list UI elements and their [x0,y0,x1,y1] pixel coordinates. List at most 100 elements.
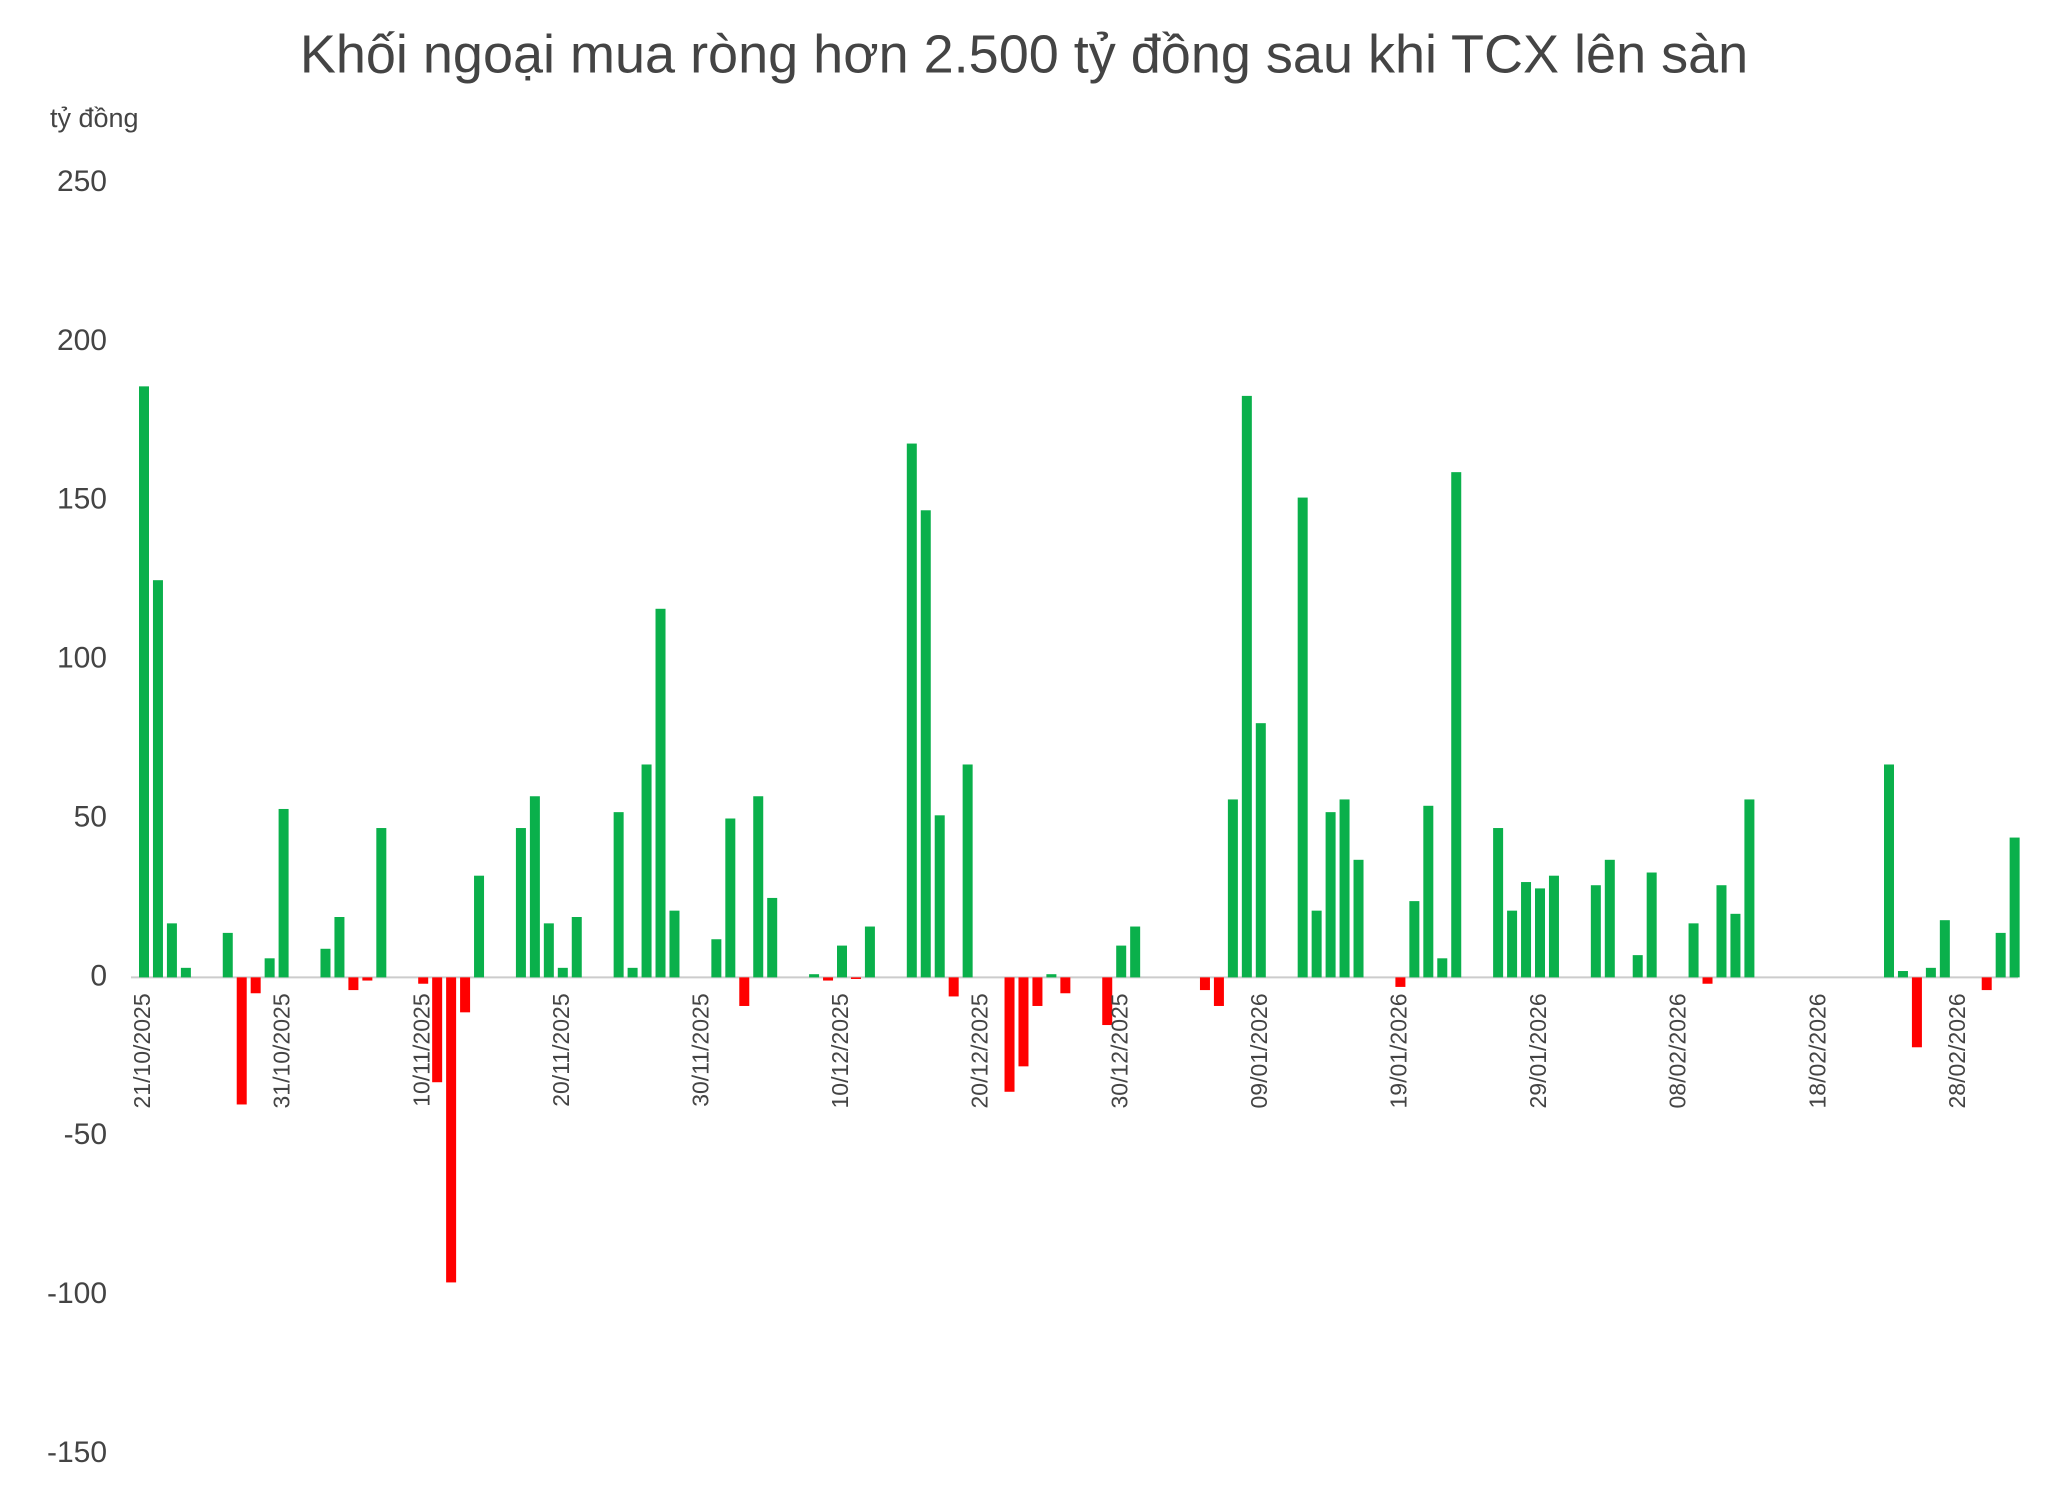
bar [1018,977,1029,1067]
bar [1925,967,1936,978]
bar [850,977,861,979]
bar [1311,910,1322,978]
chart-title: Khối ngoại mua ròng hơn 2.500 tỷ đồng sa… [300,24,1748,84]
x-tick-label: 18/02/2026 [1804,993,1830,1108]
bar [725,818,736,978]
bar [1911,977,1922,1048]
x-tick-label: 28/02/2026 [1944,993,1970,1108]
bar [1995,932,2006,978]
bar [1702,977,1713,984]
bar [1437,958,1448,978]
bar [1116,945,1127,978]
bar [641,764,652,978]
bar [278,808,289,978]
y-tick-label: -100 [47,1277,107,1310]
x-tick-label: 08/02/2026 [1665,993,1691,1108]
bar [767,897,778,978]
bar [655,608,666,978]
bar [1409,901,1420,978]
bar [348,977,359,991]
bar [1297,497,1308,978]
bar [920,510,931,978]
bar [934,815,945,978]
bar [1897,971,1908,978]
bar [1199,977,1210,991]
bar [627,967,638,978]
x-tick-label: 21/10/2025 [129,993,155,1108]
bar [1590,885,1601,978]
bar [1744,799,1755,978]
bar [1493,828,1504,978]
bar [1241,395,1252,978]
y-tick-label: 250 [57,165,107,198]
bar [1004,977,1015,1092]
bar [1688,923,1699,978]
bar [1716,885,1727,978]
y-tick-label: 50 [74,800,107,833]
y-tick-label: 200 [57,324,107,357]
bar [864,926,875,978]
bar [334,917,345,978]
y-tick-label: -150 [47,1436,107,1469]
bar [711,939,722,978]
bar [264,958,275,978]
y-tick-label: -50 [64,1118,107,1151]
bar [557,967,568,978]
bar [1339,799,1350,978]
bar [474,875,485,978]
bar [1060,977,1071,994]
bar [613,812,624,978]
bar [1507,910,1518,978]
bar [809,974,820,978]
bar [362,977,373,981]
bar [2009,837,2020,978]
bar [1255,723,1266,978]
bar [432,977,443,1083]
bar [529,796,540,978]
bar [1227,799,1238,978]
bar [1395,977,1406,987]
bar [837,945,847,978]
bar [1604,859,1615,978]
x-tick-label: 31/10/2025 [269,993,295,1108]
y-axis-label: tỷ đồng [50,103,139,133]
bar [571,917,582,978]
bar [1548,875,1559,978]
y-tick-label: 150 [57,483,107,516]
bar [543,923,554,978]
bar [753,796,764,978]
bar [1451,472,1462,978]
bar [1102,977,1113,1026]
y-tick-label: 0 [90,959,107,992]
bar [962,764,973,978]
bar [460,977,471,1013]
bar [1353,859,1364,978]
x-tick-label: 19/01/2026 [1385,993,1411,1108]
bar [1325,812,1336,978]
bar [166,923,177,978]
bar [1646,872,1657,978]
bar [418,977,429,984]
bar [1423,805,1434,978]
bar [1032,977,1043,1006]
bar [1046,974,1057,978]
bar [669,910,680,978]
bar [236,977,247,1105]
bar [1884,764,1894,978]
bar [180,967,191,978]
bar [222,932,233,978]
bar [823,977,834,981]
bar [1130,926,1141,978]
bar [1632,955,1643,978]
x-tick-label: 30/11/2025 [687,993,713,1106]
bar [1730,913,1741,978]
x-tick-label: 09/01/2026 [1246,993,1272,1108]
x-tick-label: 20/12/2025 [967,993,993,1108]
bar [739,977,750,1006]
x-tick-label: 10/11/2025 [408,993,434,1106]
bar [446,977,457,1283]
y-tick-label: 100 [57,642,107,675]
x-tick-label: 10/12/2025 [827,993,853,1108]
x-tick-label: 20/11/2025 [548,993,574,1106]
